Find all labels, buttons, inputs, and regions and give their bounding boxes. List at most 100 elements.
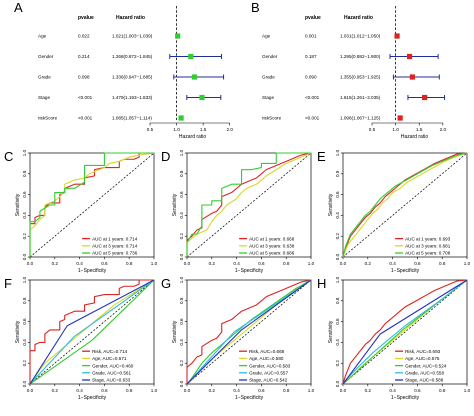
panel-label-b: B [251,0,260,15]
roc-plot-e: E 0.00.0 0.2 0.2 0.4 0.4 0.6 0.6 0.8 0.8 1.0 1.0 1−S… [317,149,471,274]
x-axis-label: 1−Specificity [78,395,107,401]
roc-curve [29,279,155,385]
x-axis-label: Hazard ratio [179,134,206,140]
y-axis-label: Sensitivity [15,193,21,216]
x-tick-label: 1.0 [392,127,399,132]
legend-label: Risk, AUC=0.668 [249,349,285,354]
panel-label-c: C [4,149,13,164]
row-hr-text: 1.355(0.953−1.925) [340,75,381,80]
plot-frame [186,279,312,385]
panel-label-d: D [161,149,170,164]
x-tick-label: 0.6 [101,388,108,393]
y-tick-label: 0.4 [179,212,184,219]
roc-curve [342,152,468,258]
roc-curve [29,152,154,257]
row-pvalue: <0.001 [305,95,320,100]
roc-curve [186,152,311,257]
roc-curve [342,279,468,385]
x-tick-label: 0.4 [233,261,240,266]
y-tick-label: 0.6 [179,318,184,325]
legend-label: Stage, AUC=0.633 [92,378,131,383]
row-hr-text: 1.031(1.012−1.050) [340,34,381,39]
hr-point [394,33,400,39]
legend-label: Stage, AUC=0.588 [405,378,444,383]
legend-label: Risk, AUC=0.714 [92,349,128,354]
row-hr-text: 1.085(1.057−1.114) [112,116,152,121]
y-tick-label: 0.6 [22,191,27,198]
row-pvalue: <0.001 [305,116,320,121]
x-tick-label: 0.2 [365,261,372,266]
roc-curve [29,279,154,384]
x-tick-label: 0.4 [233,388,240,393]
y-tick-label: 0.6 [335,191,340,198]
row-name: Grade [38,75,51,80]
pvalue-header: pvalue [305,15,321,21]
x-axis-label: 1−Specificity [235,268,264,274]
y-tick-label: 0.2 [22,233,27,240]
y-tick-label: 0.4 [179,339,184,346]
y-tick-label: 1.0 [179,149,184,156]
x-tick-label: 0.0 [184,261,191,266]
x-tick-label: 2.0 [440,127,447,132]
row-pvalue: <0.001 [78,95,93,100]
x-tick-label: 1.0 [308,261,315,266]
x-axis-label: 1−Specificity [391,395,420,401]
row-pvalue: 0.098 [78,75,90,80]
panel-label-g: G [161,276,171,291]
x-tick-label: 0.2 [209,261,216,266]
roc-curve [186,152,312,257]
legend-label: AUC at 3 years: 0.681 [405,244,451,249]
roc-curve [186,279,312,384]
y-axis-label: Sensitivity [172,320,178,343]
roc-plot-c: C 0.00.0 0.2 0.2 0.4 0.4 0.6 0.6 0.8 0.8 1.0 1.0 1−S… [4,149,158,274]
x-tick-label: 0.0 [340,261,347,266]
row-name: Age [262,34,271,39]
y-tick-label: 0.8 [22,170,27,177]
y-tick-label: 0.6 [335,318,340,325]
roc-plot-d: D 0.00.0 0.2 0.2 0.4 0.4 0.6 0.6 0.8 0.8 1.0 1.0 1−S… [161,149,315,274]
x-tick-label: 0.0 [184,388,191,393]
x-tick-label: 1.5 [416,127,423,132]
row-name: riskScore [38,116,58,121]
x-tick-label: 0.4 [389,388,396,393]
x-tick-label: 0.6 [414,388,421,393]
roc-curve [29,279,155,385]
x-tick-label: 0.2 [52,261,59,266]
y-tick-label: 0.0 [179,380,184,387]
roc-plot-g: G 0.00.0 0.2 0.2 0.4 0.4 0.6 0.6 0.8 0.8 1.0 1.0 1−S… [161,276,315,401]
legend-label: Grade, AUC=0.558 [405,371,444,376]
legend-label: Age, AUC=0.575 [405,356,440,361]
hr-point [406,53,413,60]
row-hr-text: 1.336(0.947−1.885) [112,75,153,80]
x-axis-label: 1−Specificity [78,268,107,274]
legend-label: Grade, AUC=0.561 [92,371,131,376]
panel-label-e: E [317,149,326,164]
x-tick-label: 0.5 [369,127,376,132]
x-tick-label: 1.0 [308,388,315,393]
row-name: Gender [38,54,54,59]
row-name: Grade [262,75,275,80]
legend-label: Age, AUC=0.580 [249,356,284,361]
y-tick-label: 0.0 [335,380,340,387]
y-tick-label: 0.4 [335,339,340,346]
x-tick-label: 0.2 [209,388,216,393]
x-axis-label: Hazard ratio [401,134,428,140]
y-tick-label: 1.0 [335,149,340,156]
hr-point [188,53,194,60]
y-tick-label: 0.8 [335,297,340,304]
row-name: riskScore [262,116,282,121]
legend-label: Gender, AUC=0.524 [405,363,447,368]
x-tick-label: 0.4 [76,388,83,393]
y-tick-label: 0.0 [179,253,184,260]
legend-label: Stage, AUC=0.542 [249,378,288,383]
legend-label: AUC at 1 years: 0.693 [405,236,451,241]
y-axis-label: Sensitivity [172,193,178,216]
diagonal-reference [29,152,155,258]
legend-label: AUC at 5 years: 0.686 [249,251,295,256]
hr-point [397,115,403,121]
row-hr-text: 1.295(0.882−1.900) [340,54,381,59]
hr-point [178,115,184,121]
y-tick-label: 0.8 [22,297,27,304]
legend-label: AUC at 3 years: 0.714 [92,244,138,249]
